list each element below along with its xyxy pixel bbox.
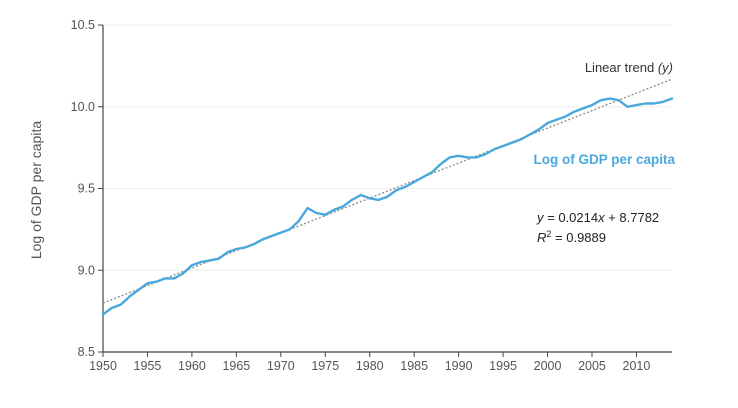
y-axis-label: Log of GDP per capita bbox=[28, 121, 44, 259]
x-tick-label-1970: 1970 bbox=[267, 359, 295, 373]
x-tick-label-2005: 2005 bbox=[578, 359, 606, 373]
x-tick-label-1950: 1950 bbox=[89, 359, 117, 373]
x-tick-label-1985: 1985 bbox=[400, 359, 428, 373]
r-squared: R2 = 0.9889 bbox=[537, 229, 606, 245]
series-label: Log of GDP per capita bbox=[533, 152, 675, 167]
y-tick-label-2: 9.5 bbox=[78, 182, 95, 196]
x-tick-label-1965: 1965 bbox=[222, 359, 250, 373]
y-tick-label-4: 10.5 bbox=[71, 18, 95, 32]
x-tick-label-1990: 1990 bbox=[445, 359, 473, 373]
y-tick-label-1: 9.0 bbox=[78, 263, 95, 277]
linear-trend-line bbox=[102, 78, 673, 304]
x-tick-label-1975: 1975 bbox=[311, 359, 339, 373]
x-tick-label-2000: 2000 bbox=[534, 359, 562, 373]
x-tick-label-2010: 2010 bbox=[623, 359, 651, 373]
trend-label: Linear trend (y) bbox=[585, 60, 673, 75]
x-tick-label-1960: 1960 bbox=[178, 359, 206, 373]
y-axis-ticks: 8.5 9.0 9.5 10.0 10.5 bbox=[71, 18, 103, 359]
regression-equation: y = 0.0214x + 8.7782 bbox=[536, 210, 659, 225]
gdp-series-line bbox=[101, 97, 674, 316]
y-tick-label-0: 8.5 bbox=[78, 345, 95, 359]
x-axis-ticks: 1950 1955 1960 1965 1970 1975 1980 1985 1990 1995… bbox=[89, 352, 650, 373]
x-tick-label-1955: 1955 bbox=[134, 359, 162, 373]
horizontal-gridlines bbox=[103, 24, 672, 271]
x-tick-label-1980: 1980 bbox=[356, 359, 384, 373]
x-tick-label-1995: 1995 bbox=[489, 359, 517, 373]
y-tick-label-3: 10.0 bbox=[71, 100, 95, 114]
